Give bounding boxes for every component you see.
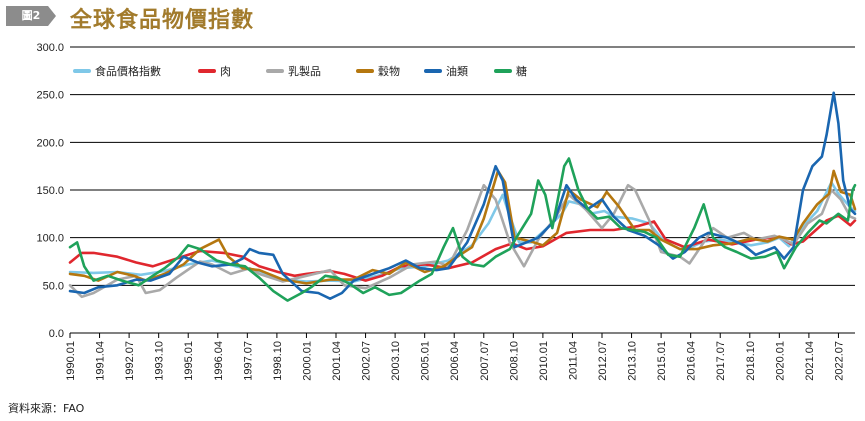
x-tick-label: 2003.10 bbox=[390, 341, 402, 381]
y-tick-label: 200.0 bbox=[36, 137, 64, 149]
source-note: 資料來源：FAO bbox=[8, 402, 85, 415]
x-tick-label: 2022.07 bbox=[833, 341, 845, 381]
legend-label: 油類 bbox=[446, 64, 468, 78]
x-tick-label: 1990.01 bbox=[65, 341, 77, 381]
x-tick-label: 1991.04 bbox=[95, 341, 107, 381]
y-tick-label: 0.0 bbox=[49, 328, 64, 340]
x-tick-label: 2020.01 bbox=[774, 341, 786, 381]
figure-number-tag: 圖2 bbox=[6, 6, 56, 26]
legend-label: 穀物 bbox=[378, 64, 400, 78]
x-tick-label: 2010.01 bbox=[538, 341, 550, 381]
x-tick-label: 1996.04 bbox=[213, 341, 225, 381]
x-tick-label: 1992.07 bbox=[124, 341, 136, 381]
x-tick-label: 2008.10 bbox=[508, 341, 520, 381]
x-tick-label: 2007.07 bbox=[479, 341, 491, 381]
x-tick-label: 2016.04 bbox=[686, 341, 698, 381]
x-tick-label: 2000.01 bbox=[301, 341, 313, 381]
legend-label: 糖 bbox=[516, 64, 527, 78]
y-tick-label: 150.0 bbox=[36, 185, 64, 197]
series-line bbox=[68, 169, 857, 285]
x-tick-label: 2002.07 bbox=[361, 341, 373, 381]
series-line bbox=[68, 183, 857, 299]
chart-title: 全球食品物價指數 bbox=[70, 7, 255, 33]
x-tick-label: 2017.07 bbox=[715, 341, 727, 381]
x-tick-label: 2015.01 bbox=[656, 341, 668, 381]
x-tick-label: 1997.07 bbox=[242, 341, 254, 381]
y-tick-label: 250.0 bbox=[36, 90, 64, 102]
x-tick-label: 2006.04 bbox=[449, 341, 461, 381]
y-tick-label: 50.0 bbox=[43, 280, 64, 292]
x-tick-label: 2011.04 bbox=[567, 341, 579, 380]
x-tick-label: 2021.04 bbox=[804, 341, 816, 381]
x-tick-label: 1995.01 bbox=[183, 341, 195, 381]
series-line bbox=[68, 91, 857, 300]
legend-label: 肉 bbox=[220, 65, 231, 78]
x-tick-label: 2013.10 bbox=[627, 341, 639, 381]
x-tick-label: 1993.10 bbox=[154, 341, 166, 381]
y-tick-label: 100.0 bbox=[36, 233, 64, 245]
x-tick-label: 2005.01 bbox=[420, 341, 432, 381]
figure-header: 圖2 全球食品物價指數 bbox=[0, 0, 865, 36]
series-line bbox=[68, 157, 857, 302]
x-tick-label: 2001.04 bbox=[331, 341, 343, 381]
x-tick-label: 1998.10 bbox=[272, 341, 284, 381]
y-tick-label: 300.0 bbox=[36, 42, 64, 54]
legend-label: 食品價格指數 bbox=[95, 64, 161, 78]
x-tick-label: 2012.07 bbox=[597, 341, 609, 381]
legend-label: 乳製品 bbox=[288, 64, 321, 78]
series-line bbox=[68, 181, 857, 283]
x-tick-label: 2018.10 bbox=[745, 341, 757, 381]
